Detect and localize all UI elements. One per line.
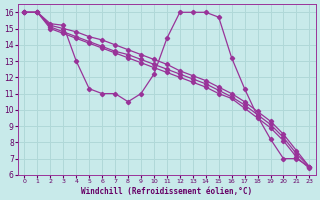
X-axis label: Windchill (Refroidissement éolien,°C): Windchill (Refroidissement éolien,°C) — [81, 187, 252, 196]
